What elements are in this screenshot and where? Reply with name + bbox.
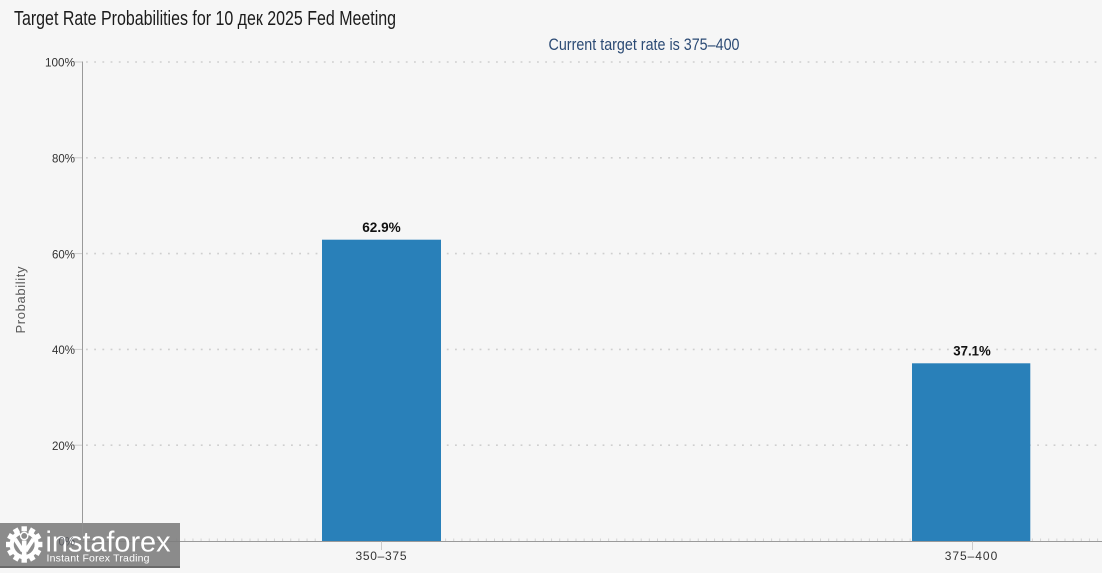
svg-text:Target Rate Probabilities for: Target Rate Probabilities for 10 дек 202…	[14, 8, 396, 30]
svg-text:350–375: 350–375	[356, 549, 407, 563]
svg-text:80%: 80%	[52, 152, 75, 166]
svg-text:Current target rate is 375–400: Current target rate is 375–400	[549, 35, 740, 54]
svg-text:20%: 20%	[52, 439, 75, 453]
svg-text:60%: 60%	[52, 247, 75, 261]
svg-text:62.9%: 62.9%	[362, 219, 401, 235]
svg-text:375–400: 375–400	[945, 549, 998, 563]
svg-text:40%: 40%	[52, 343, 75, 357]
svg-text:instaforex: instaforex	[46, 526, 171, 558]
svg-text:Instant Forex Trading: Instant Forex Trading	[47, 553, 150, 565]
svg-text:0%: 0%	[59, 535, 76, 549]
svg-text:100%: 100%	[45, 56, 75, 70]
svg-text:Probability: Probability	[13, 266, 28, 334]
svg-text:37.1%: 37.1%	[953, 342, 991, 358]
